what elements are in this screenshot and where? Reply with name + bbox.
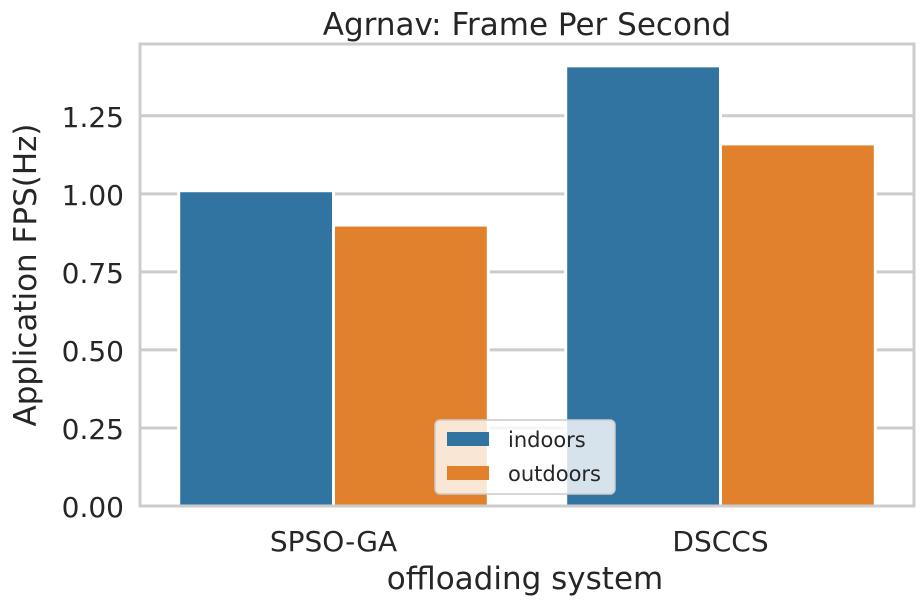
legend-label-indoors: indoors: [508, 428, 586, 452]
x-tick-label: SPSO-GA: [270, 525, 397, 558]
y-tick-labels: 0.00 0.25 0.50 0.75 1.00 1.25: [62, 101, 124, 524]
x-tick-labels: SPSO-GA DSCCS: [270, 525, 769, 558]
chart-title: Agrnav: Frame Per Second: [323, 7, 731, 43]
bars: [177, 64, 877, 508]
plot-frame: [138, 42, 916, 508]
y-tick-label: 1.00: [62, 179, 124, 212]
x-axis-label: offloading system: [387, 561, 663, 597]
y-tick-label: 0.25: [62, 413, 124, 446]
y-tick-label: 0.00: [62, 491, 124, 524]
legend-label-outdoors: outdoors: [508, 462, 601, 486]
y-tick-label: 1.25: [62, 101, 124, 134]
legend-swatch-indoors: [447, 432, 489, 446]
y-tick-label: 0.50: [62, 335, 124, 368]
bar-outdoors-dsccs: [719, 142, 877, 508]
legend: indoors outdoors: [434, 419, 616, 495]
legend-swatch-outdoors: [447, 466, 489, 480]
bar-indoors-spso-ga: [177, 189, 335, 508]
y-tick-label: 0.75: [62, 257, 124, 290]
y-axis-label: Application FPS(Hz): [8, 123, 44, 426]
x-tick-label: DSCCS: [672, 525, 768, 558]
